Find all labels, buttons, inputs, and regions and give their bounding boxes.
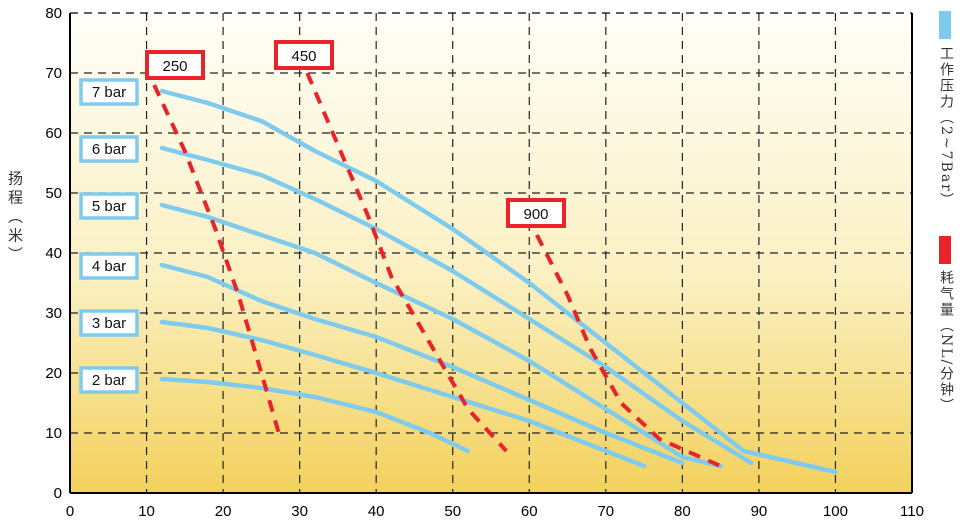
consumption-line-900: [535, 234, 722, 468]
pressure-line-4bar: [159, 262, 685, 466]
x-tick-label: 70: [597, 503, 614, 520]
y-tick-labels: 0 10 20 30 40 50 60 70 80: [45, 5, 62, 502]
y-tick-label: 30: [45, 305, 62, 322]
pressure-label-box: [79, 135, 139, 163]
legend-consumption-text: 耗气量（NL/分钟）: [938, 270, 954, 414]
consumption-label-text: 450: [291, 48, 316, 65]
x-tick-label: 10: [138, 503, 155, 520]
y-tick-label: 50: [45, 185, 62, 202]
x-tick-label: 50: [444, 503, 461, 520]
consumption-labels: 250 450 900: [145, 40, 566, 228]
pressure-label-text: 4 bar: [92, 258, 126, 275]
legend-pressure-label: 工作压力（2~7Bar）: [938, 46, 954, 209]
y-tick-label: 0: [54, 485, 62, 502]
y-axis-label-text: 扬程（米）: [6, 171, 24, 266]
y-tick-label: 60: [45, 125, 62, 142]
y-axis-label: 扬程（米）: [6, 171, 24, 266]
consumption-label-box: [274, 40, 334, 70]
pressure-label-text: 2 bar: [92, 372, 126, 389]
pressure-label-text: 6 bar: [92, 141, 126, 158]
x-tick-label: 90: [751, 503, 768, 520]
x-tick-label: 30: [291, 503, 308, 520]
pressure-line-2bar: [159, 376, 471, 454]
pressure-label-text: 3 bar: [92, 315, 126, 332]
legend-consumption-label: 耗气量（NL/分钟）: [938, 270, 954, 414]
y-tick-label: 70: [45, 65, 62, 82]
consumption-label-box: [145, 50, 205, 80]
pressure-curves: [159, 88, 838, 475]
pressure-label-text: 7 bar: [92, 84, 126, 101]
legend-pressure-text: 工作压力（2~7Bar）: [938, 46, 954, 209]
pressure-label-box: [79, 366, 139, 394]
x-tick-label: 60: [521, 503, 538, 520]
pressure-line-7bar: [159, 88, 838, 475]
x-tick-label: 40: [368, 503, 385, 520]
x-tick-label: 0: [66, 503, 74, 520]
plot-area: [69, 12, 913, 494]
legend: 工作压力（2~7Bar） 耗气量（NL/分钟）: [938, 11, 954, 414]
x-tick-label: 80: [674, 503, 691, 520]
pressure-line-6bar: [159, 145, 754, 466]
pressure-label-box: [79, 78, 139, 106]
y-tick-label: 20: [45, 365, 62, 382]
y-tick-label: 40: [45, 245, 62, 262]
y-tick-label: 80: [45, 5, 62, 22]
y-tick-label: 10: [45, 425, 62, 442]
x-tick-label: 20: [215, 503, 232, 520]
pressure-label-text: 5 bar: [92, 198, 126, 215]
consumption-line-450: [305, 72, 508, 453]
consumption-label-text: 250: [162, 58, 187, 75]
consumption-line-250: [152, 84, 283, 440]
pressure-line-5bar: [159, 202, 723, 469]
pressure-label-box: [79, 309, 139, 337]
legend-pressure-swatch: [939, 11, 951, 39]
pressure-label-box: [79, 252, 139, 280]
legend-consumption-swatch: [939, 236, 951, 264]
consumption-label-text: 900: [523, 206, 548, 223]
consumption-label-box: [506, 198, 566, 228]
consumption-curves: [152, 72, 722, 468]
pressure-labels: 7 bar 6 bar 5 bar 4 bar 3 bar 2 bar: [79, 78, 139, 394]
x-tick-label: 110: [900, 503, 924, 520]
x-tick-labels: 0 10 20 30 40 50 60 70 80 90 100 110: [66, 503, 924, 520]
x-tick-label: 100: [823, 503, 848, 520]
pressure-label-box: [79, 192, 139, 220]
pressure-line-3bar: [159, 319, 647, 469]
